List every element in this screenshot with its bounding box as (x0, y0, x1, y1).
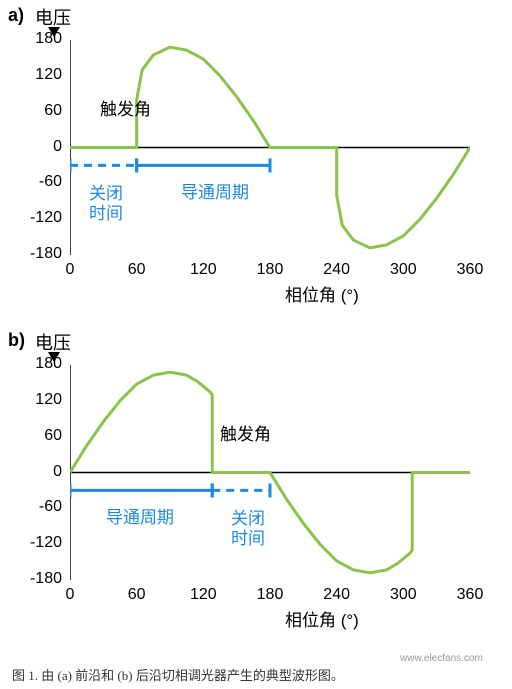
y-tick-label: 60 (22, 102, 62, 120)
panel-b-on-label: 导通周期 (95, 508, 185, 528)
x-tick-label: 360 (450, 586, 490, 604)
y-tick-label: -120 (22, 209, 62, 227)
panel-b: b) 电压 触发角 导通周期 关闭时间 相位角 (°) (0, 325, 512, 660)
panel-b-off-label: 关闭时间 (218, 509, 278, 548)
watermark: www.elecfans.com (400, 653, 483, 664)
x-tick-label: 240 (317, 261, 357, 279)
panel-b-trigger-label: 触发角 (220, 420, 271, 445)
x-tick-label: 120 (183, 261, 223, 279)
x-tick-label: 60 (117, 261, 157, 279)
x-tick-label: 300 (383, 586, 423, 604)
x-tick-label: 0 (50, 586, 90, 604)
x-tick-label: 120 (183, 586, 223, 604)
panel-a-on-label: 导通周期 (170, 183, 260, 203)
panel-a-xlabel: 相位角 (°) (285, 281, 359, 306)
y-tick-label: 180 (22, 355, 62, 373)
x-tick-label: 240 (317, 586, 357, 604)
panel-b-xlabel: 相位角 (°) (285, 606, 359, 631)
y-tick-label: -120 (22, 534, 62, 552)
y-tick-label: 180 (22, 30, 62, 48)
x-tick-label: 180 (250, 261, 290, 279)
y-tick-label: 0 (22, 463, 62, 481)
panel-a-tag: a) (8, 5, 24, 26)
panel-b-tag: b) (8, 330, 25, 351)
panel-a-off-label: 关闭时间 (76, 184, 136, 223)
y-tick-label: 120 (22, 66, 62, 84)
x-tick-label: 0 (50, 261, 90, 279)
y-tick-label: -60 (22, 498, 62, 516)
page: a) 电压 触发角 关闭时间 导通周期 相位角 (°) b) 电压 触发角 导通… (0, 0, 512, 689)
figure-caption: 图 1. 由 (a) 前沿和 (b) 后沿切相调光器产生的典型波形图。 (12, 665, 344, 684)
y-tick-label: 120 (22, 391, 62, 409)
x-tick-label: 180 (250, 586, 290, 604)
y-tick-label: -60 (22, 173, 62, 191)
x-tick-label: 300 (383, 261, 423, 279)
x-tick-label: 60 (117, 586, 157, 604)
y-tick-label: 60 (22, 427, 62, 445)
panel-a-trigger-label: 触发角 (100, 95, 151, 120)
y-tick-label: 0 (22, 138, 62, 156)
x-tick-label: 360 (450, 261, 490, 279)
